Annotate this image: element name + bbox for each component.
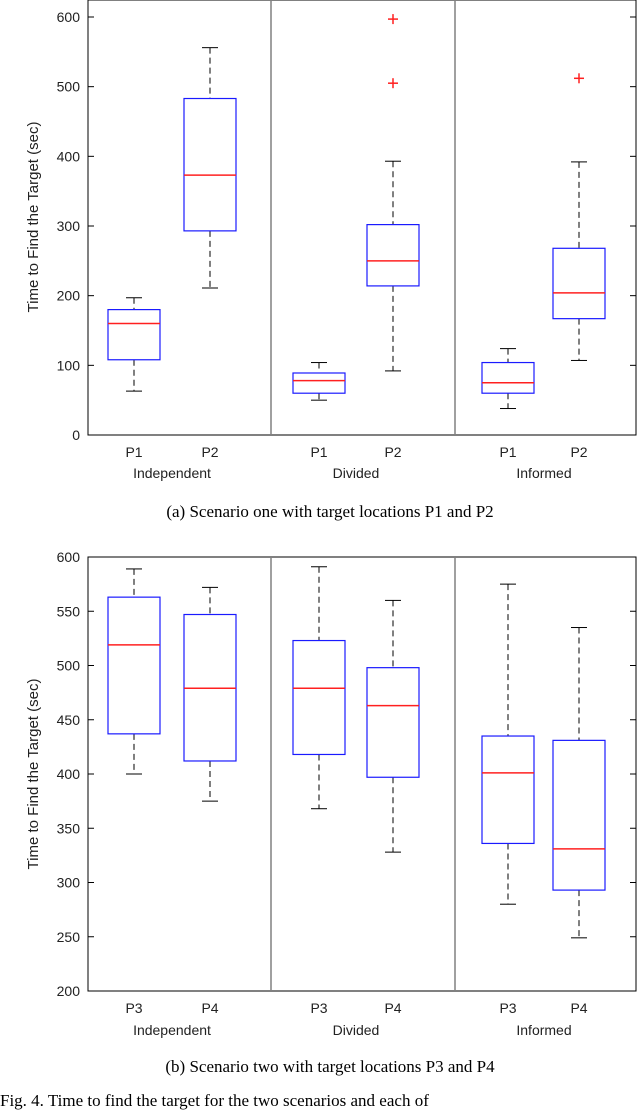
box-independent-p2: [183, 47, 237, 289]
boxes-a: [107, 14, 606, 410]
box-iqr: [292, 372, 346, 394]
box-divided-p4: [366, 599, 420, 853]
box-iqr: [552, 247, 606, 320]
box-independent-p4: [183, 586, 237, 802]
y-axis-label-a: Time to Find the Target (sec): [25, 122, 42, 313]
box-iqr: [183, 97, 237, 232]
box-divided-p2: [366, 14, 420, 372]
y-tick-label: 500: [57, 658, 81, 674]
y-ticks-b: 200 250 300 350 400 450 500 550 600: [57, 549, 636, 999]
box-iqr: [481, 361, 535, 394]
x-tick-label: P2: [570, 444, 587, 460]
chart-panel-b: 200 250 300 350 400 450 500 550 600 Time to Find…: [25, 549, 637, 1076]
chart-panel-a: 0 100 200 300 400 500 600 Time to Find the Tar…: [25, 0, 637, 521]
x-tick-label: P3: [310, 1000, 327, 1016]
x-tick-label: P4: [201, 1000, 218, 1016]
group-label: Divided: [333, 1022, 380, 1038]
figure-caption-footer: Fig. 4. Time to find the target for the …: [0, 1091, 429, 1110]
y-tick-label: 100: [57, 357, 81, 373]
box-iqr: [292, 639, 346, 756]
group-label: Divided: [333, 465, 380, 481]
y-tick-label: 400: [57, 148, 81, 164]
x-tick-label: P1: [310, 444, 327, 460]
box-independent-p1: [107, 297, 161, 392]
box-iqr: [366, 667, 420, 778]
box-iqr: [107, 596, 161, 735]
y-tick-label: 200: [57, 983, 81, 999]
y-tick-label: 250: [57, 929, 81, 945]
y-axis-label-b: Time to Find the Target (sec): [25, 679, 42, 870]
y-tick-label: 600: [57, 9, 81, 25]
x-tick-label: P2: [201, 444, 218, 460]
plot-area-a: [87, 0, 637, 436]
x-tick-label: P1: [125, 444, 142, 460]
box-independent-p3: [107, 568, 161, 775]
y-tick-label: 300: [57, 218, 81, 234]
x-tick-label: P4: [570, 1000, 587, 1016]
group-label: Independent: [133, 465, 211, 481]
box-informed-p1: [481, 348, 535, 410]
x-tick-label: P2: [384, 444, 401, 460]
group-label: Independent: [133, 1022, 211, 1038]
caption-b: (b) Scenario two with target locations P…: [165, 1057, 495, 1076]
x-labels-a: P1 P2 P1 P2 P1 P2 Independent Divided Informed: [125, 444, 587, 481]
box-iqr: [481, 735, 535, 845]
box-iqr: [107, 309, 161, 361]
x-tick-label: P4: [384, 1000, 401, 1016]
outlier-marker: [388, 14, 398, 25]
y-tick-label: 200: [57, 288, 81, 304]
x-tick-label: P3: [125, 1000, 142, 1016]
y-tick-label: 600: [57, 549, 81, 565]
box-informed-p4: [552, 627, 606, 939]
outlier-marker: [388, 78, 398, 89]
y-ticks-a: 0 100 200 300 400 500 600: [57, 9, 636, 443]
box-divided-p3: [292, 566, 346, 810]
y-tick-label: 500: [57, 79, 81, 95]
y-tick-label: 350: [57, 820, 81, 836]
x-labels-b: P3 P4 P3 P4 P3 P4 Independent Divided Informed: [125, 1000, 587, 1038]
box-iqr: [552, 739, 606, 891]
box-iqr: [366, 224, 420, 287]
y-tick-label: 0: [72, 427, 80, 443]
box-informed-p2: [552, 73, 606, 361]
plot-area-b: [87, 556, 637, 992]
box-informed-p3: [481, 583, 535, 905]
group-separators-b: [270, 557, 456, 991]
group-separators-a: [270, 0, 456, 435]
boxes-b: [107, 566, 606, 939]
box-divided-p1: [292, 362, 346, 401]
y-tick-label: 300: [57, 875, 81, 891]
caption-a: (a) Scenario one with target locations P…: [166, 502, 493, 521]
group-label: Informed: [516, 465, 571, 481]
outlier-marker: [574, 73, 584, 84]
group-label: Informed: [516, 1022, 571, 1038]
y-tick-label: 450: [57, 712, 81, 728]
y-tick-label: 400: [57, 766, 81, 782]
y-tick-label: 550: [57, 603, 81, 619]
x-tick-label: P3: [499, 1000, 516, 1016]
x-tick-label: P1: [499, 444, 516, 460]
